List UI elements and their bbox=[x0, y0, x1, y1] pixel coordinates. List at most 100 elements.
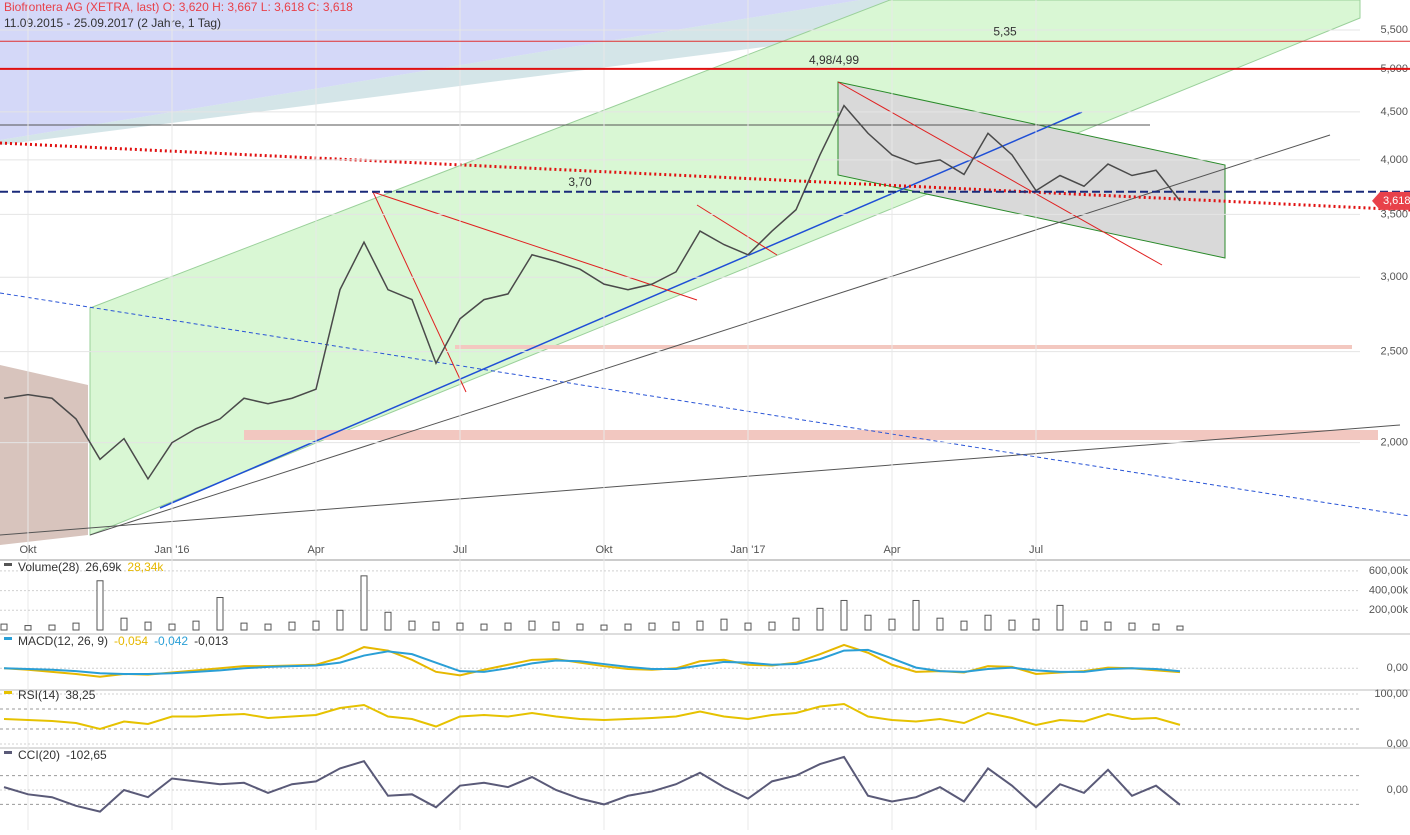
volume-bar bbox=[120, 617, 128, 631]
volume-bar bbox=[552, 621, 560, 631]
legend-value: -0,054 bbox=[114, 634, 148, 648]
y-tick-label: 0,00 bbox=[1387, 738, 1408, 750]
panel-title: MACD(12, 26, 9) bbox=[18, 634, 108, 648]
trend-line bbox=[696, 204, 778, 256]
blue-area bbox=[0, 0, 1000, 140]
y-tick-label: 0,00 bbox=[1387, 784, 1408, 796]
volume-bar bbox=[960, 620, 968, 631]
volume-bar bbox=[600, 624, 608, 631]
chart-title: Biofrontera AG (XETRA, last) O: 3,620 H:… bbox=[4, 0, 353, 14]
panel-title: CCI(20) bbox=[18, 748, 60, 762]
volume-bar bbox=[384, 611, 392, 631]
trend-line bbox=[0, 141, 1410, 212]
volume-bar bbox=[216, 597, 224, 631]
volume-bar bbox=[1104, 621, 1112, 631]
x-tick-label: Okt bbox=[595, 544, 612, 556]
volume-bar bbox=[168, 623, 176, 631]
volume-bar bbox=[672, 621, 680, 631]
volume-bar bbox=[264, 623, 272, 631]
volume-bar bbox=[360, 575, 368, 631]
panel-title: Volume(28) bbox=[18, 560, 79, 574]
trend-line bbox=[159, 111, 1083, 509]
trend-line bbox=[0, 424, 1401, 536]
volume-bar bbox=[24, 625, 32, 631]
volume-bar bbox=[1176, 625, 1184, 631]
volume-bar bbox=[1152, 623, 1160, 631]
y-tick-label: 0,00 bbox=[1387, 662, 1408, 674]
last-price-label: 3,618 bbox=[1383, 195, 1410, 207]
volume-bar bbox=[1032, 618, 1040, 631]
drawings bbox=[0, 0, 1410, 545]
volume-bar bbox=[1080, 620, 1088, 631]
volume-bar bbox=[408, 620, 416, 631]
volume-bar bbox=[48, 624, 56, 631]
y-tick-label: 4,500 bbox=[1380, 106, 1408, 118]
series-line bbox=[3, 648, 1181, 675]
volume-bar bbox=[888, 618, 896, 631]
zone bbox=[455, 345, 1352, 349]
x-tick-label: Jul bbox=[453, 544, 467, 556]
y-tick-label: 3,500 bbox=[1380, 208, 1408, 220]
volume-bar bbox=[192, 620, 200, 631]
y-tick-label: 400,00k bbox=[1369, 585, 1409, 597]
volume-bar bbox=[0, 623, 8, 631]
x-tick-label: Jul bbox=[1029, 544, 1043, 556]
volume-bar bbox=[816, 607, 824, 631]
legend-value: 28,34k bbox=[127, 560, 164, 574]
volume-bar bbox=[792, 617, 800, 631]
series-line bbox=[3, 104, 1181, 481]
volume-bar bbox=[864, 614, 872, 631]
legend-value: -102,65 bbox=[66, 748, 107, 762]
last-price-badge bbox=[1372, 191, 1410, 210]
legend-swatch bbox=[4, 637, 12, 640]
y-tick-label: 5,500 bbox=[1380, 24, 1408, 36]
volume-bar bbox=[456, 622, 464, 631]
panel-title: RSI(14) bbox=[18, 688, 59, 702]
y-tick-label: 200,00k bbox=[1369, 604, 1409, 616]
trend-line bbox=[372, 191, 467, 393]
x-tick-label: Jan '17 bbox=[730, 544, 765, 556]
volume-bar bbox=[480, 623, 488, 631]
legend-swatch bbox=[4, 751, 12, 754]
series-line bbox=[3, 643, 1181, 678]
y-tick-label: 2,000 bbox=[1380, 437, 1408, 449]
level-label: 5,35 bbox=[993, 24, 1017, 38]
volume-bar bbox=[288, 621, 296, 631]
volume-bar bbox=[72, 622, 80, 631]
volume-bar bbox=[624, 623, 632, 631]
volume-bar bbox=[768, 621, 776, 631]
series-line bbox=[3, 755, 1181, 813]
volume-bar bbox=[720, 618, 728, 631]
legend-swatch bbox=[4, 691, 12, 694]
volume-bar bbox=[240, 622, 248, 631]
y-tick-label: 100,00 bbox=[1374, 688, 1408, 700]
trend-line bbox=[372, 191, 698, 301]
series-line bbox=[3, 702, 1181, 731]
volume-bar bbox=[144, 621, 152, 631]
legend-value: 26,69k bbox=[85, 560, 122, 574]
x-tick-label: Jan '16 bbox=[154, 544, 189, 556]
volume-bar bbox=[696, 620, 704, 631]
zone bbox=[244, 430, 1378, 440]
volume-bar bbox=[1056, 604, 1064, 631]
volume-bar bbox=[528, 620, 536, 631]
volume-bar bbox=[312, 620, 320, 631]
legend-value: 38,25 bbox=[65, 688, 95, 702]
annotation: 4,98/4,99 bbox=[809, 53, 859, 67]
volume-bar bbox=[504, 622, 512, 631]
volume-bar bbox=[984, 614, 992, 631]
volume-bar bbox=[648, 622, 656, 631]
volume-bar bbox=[1128, 622, 1136, 631]
y-tick-label: 2,500 bbox=[1380, 346, 1408, 358]
volume-bar bbox=[936, 617, 944, 631]
volume-bar bbox=[744, 622, 752, 631]
volume-bar bbox=[912, 599, 920, 631]
x-tick-label: Okt bbox=[19, 544, 36, 556]
volume-bar bbox=[1008, 619, 1016, 631]
trend-line bbox=[89, 134, 1331, 536]
legend-value: -0,042 bbox=[154, 634, 188, 648]
legend-swatch bbox=[4, 563, 12, 566]
y-tick-label: 3,000 bbox=[1380, 271, 1408, 283]
level-label: 3,70 bbox=[568, 175, 592, 189]
